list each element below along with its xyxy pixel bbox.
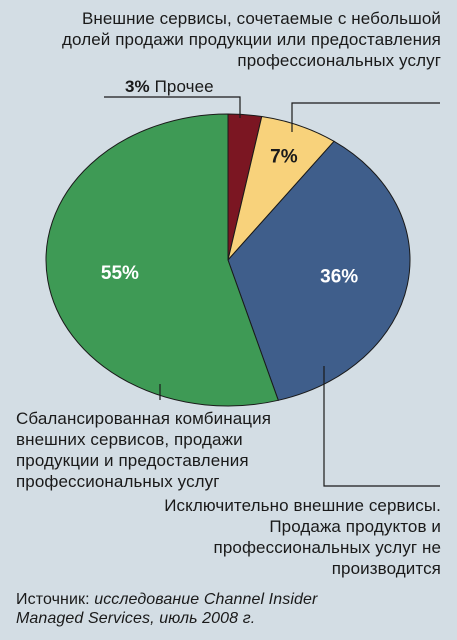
pie-slice-label: 55% xyxy=(101,263,139,284)
pie-slice-label: 7% xyxy=(270,146,298,167)
pie-slice xyxy=(227,140,411,401)
label-line: внешних сервисов, продажи xyxy=(16,430,243,449)
pie-slice xyxy=(45,113,279,407)
leader-line-other xyxy=(104,96,241,118)
source-text2: Managed Services, июль 2008 г. xyxy=(16,610,256,627)
label-line: Исключительно внешние сервисы. xyxy=(164,496,441,515)
label-line: профессиональных услуг xyxy=(16,472,220,491)
label-line: профессиональных услуг xyxy=(237,51,441,70)
leader-line-top xyxy=(291,102,440,132)
label-line: производится xyxy=(331,559,441,578)
label-line: профессиональных услуг не xyxy=(213,538,441,557)
pie-slice-label: 36% xyxy=(320,266,358,287)
label-line: Внешние сервисы, сочетаемые с небольшой xyxy=(81,9,441,28)
leader-line-external xyxy=(323,366,440,487)
label-line: Продажа продуктов и xyxy=(269,517,441,536)
source-prefix: Источник: xyxy=(16,591,95,608)
label-other-text: Прочее xyxy=(154,77,214,96)
source-note: Источник: исследование Channel Insider M… xyxy=(16,590,317,628)
label-line: Сбалансированная комбинация xyxy=(16,409,271,428)
label-external-only: Исключительно внешние сервисы. Продажа п… xyxy=(164,495,441,579)
label-other: 3% Прочее xyxy=(125,76,214,97)
label-other-pct: 3% xyxy=(125,77,150,96)
label-line: долей продажи продукции или предоставлен… xyxy=(62,30,441,49)
label-balanced: Сбалансированная комбинация внешних серв… xyxy=(16,408,271,492)
source-text: исследование Channel Insider xyxy=(94,591,318,608)
label-small-share: Внешние сервисы, сочетаемые с небольшой … xyxy=(62,8,441,71)
label-line: продукции и предоставления xyxy=(16,451,249,470)
